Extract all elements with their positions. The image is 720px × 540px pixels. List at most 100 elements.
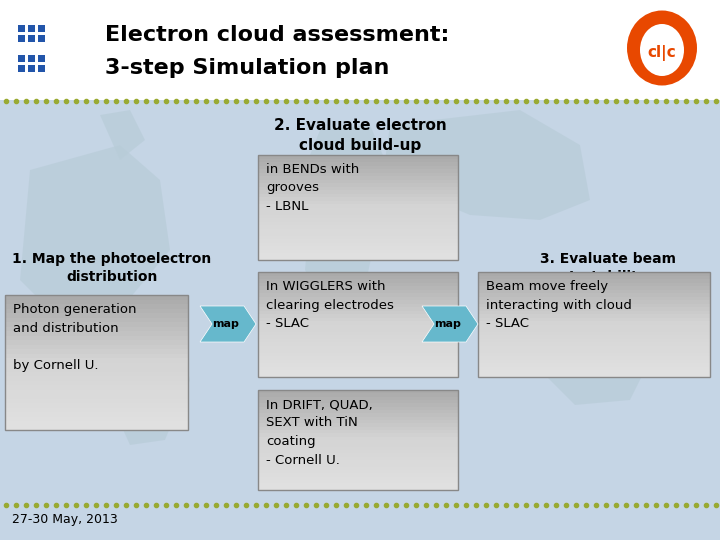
Bar	[258, 293, 458, 296]
FancyBboxPatch shape	[18, 25, 25, 32]
Bar	[258, 456, 458, 460]
Bar	[258, 235, 458, 239]
Bar	[258, 221, 458, 225]
Bar	[258, 440, 458, 443]
Bar	[478, 341, 710, 346]
Bar	[258, 190, 458, 193]
Bar	[258, 443, 458, 447]
Bar	[258, 225, 458, 228]
Bar	[258, 366, 458, 370]
Bar	[258, 197, 458, 200]
Bar	[258, 272, 458, 377]
Bar	[258, 362, 458, 367]
Text: map: map	[435, 319, 462, 329]
Bar	[5, 295, 188, 430]
Text: cl|c: cl|c	[647, 45, 676, 61]
Bar	[258, 242, 458, 246]
Bar	[258, 314, 458, 318]
Bar	[258, 218, 458, 221]
Bar	[258, 352, 458, 356]
Bar	[478, 300, 710, 303]
Bar	[5, 367, 188, 372]
Bar	[258, 359, 458, 363]
Bar	[258, 310, 458, 314]
Bar	[258, 409, 458, 413]
Text: 3-step Simulation plan: 3-step Simulation plan	[105, 58, 390, 78]
Bar	[258, 321, 458, 325]
Bar	[258, 473, 458, 477]
FancyBboxPatch shape	[28, 35, 35, 42]
Bar	[258, 200, 458, 204]
Bar	[258, 296, 458, 300]
Bar	[258, 453, 458, 457]
Bar	[5, 330, 188, 335]
Bar	[478, 282, 710, 286]
Bar	[478, 334, 710, 339]
FancyBboxPatch shape	[38, 25, 45, 32]
Bar	[258, 426, 458, 430]
Bar	[5, 371, 188, 376]
Bar	[258, 275, 458, 279]
Bar	[478, 272, 710, 377]
Bar	[258, 403, 458, 407]
Ellipse shape	[640, 24, 684, 76]
Bar	[258, 449, 458, 454]
Bar	[478, 317, 710, 321]
Bar	[5, 321, 188, 327]
Bar	[258, 179, 458, 183]
Bar	[258, 466, 458, 470]
Bar	[258, 228, 458, 232]
Bar	[258, 396, 458, 400]
Text: map: map	[212, 319, 240, 329]
Bar	[478, 327, 710, 332]
Bar	[258, 168, 458, 172]
Bar	[258, 429, 458, 433]
Bar	[258, 334, 458, 339]
Bar	[258, 345, 458, 349]
Bar	[5, 335, 188, 340]
Bar	[5, 407, 188, 412]
Bar	[5, 394, 188, 399]
Bar	[258, 486, 458, 490]
Bar	[258, 165, 458, 169]
Bar	[478, 296, 710, 300]
Bar	[5, 357, 188, 362]
Bar	[478, 359, 710, 363]
Bar	[258, 282, 458, 286]
Bar	[258, 249, 458, 253]
Bar	[258, 272, 458, 275]
Bar	[478, 338, 710, 342]
PathPatch shape	[310, 125, 385, 185]
Text: in BENDs with
grooves
- LBNL: in BENDs with grooves - LBNL	[266, 163, 359, 213]
Bar	[258, 289, 458, 293]
Bar	[5, 380, 188, 385]
Bar	[478, 362, 710, 367]
Bar	[258, 183, 458, 186]
Bar	[258, 214, 458, 218]
Text: In WIGGLERS with
clearing electrodes
- SLAC: In WIGGLERS with clearing electrodes - S…	[266, 280, 394, 330]
Bar	[258, 327, 458, 332]
PathPatch shape	[200, 306, 256, 342]
Bar	[5, 313, 188, 318]
FancyBboxPatch shape	[28, 25, 35, 32]
Bar	[478, 331, 710, 335]
Bar	[258, 256, 458, 260]
Bar	[258, 338, 458, 342]
Bar	[258, 172, 458, 176]
Bar	[5, 402, 188, 408]
Bar	[5, 348, 188, 354]
Bar	[5, 362, 188, 367]
Bar	[478, 275, 710, 279]
Bar	[258, 416, 458, 420]
Bar	[478, 307, 710, 310]
FancyBboxPatch shape	[0, 0, 720, 100]
Bar	[478, 310, 710, 314]
Bar	[258, 186, 458, 190]
Bar	[258, 307, 458, 310]
Bar	[258, 460, 458, 463]
Bar	[478, 324, 710, 328]
Bar	[258, 476, 458, 480]
Bar	[258, 207, 458, 211]
Bar	[258, 317, 458, 321]
Bar	[5, 384, 188, 389]
